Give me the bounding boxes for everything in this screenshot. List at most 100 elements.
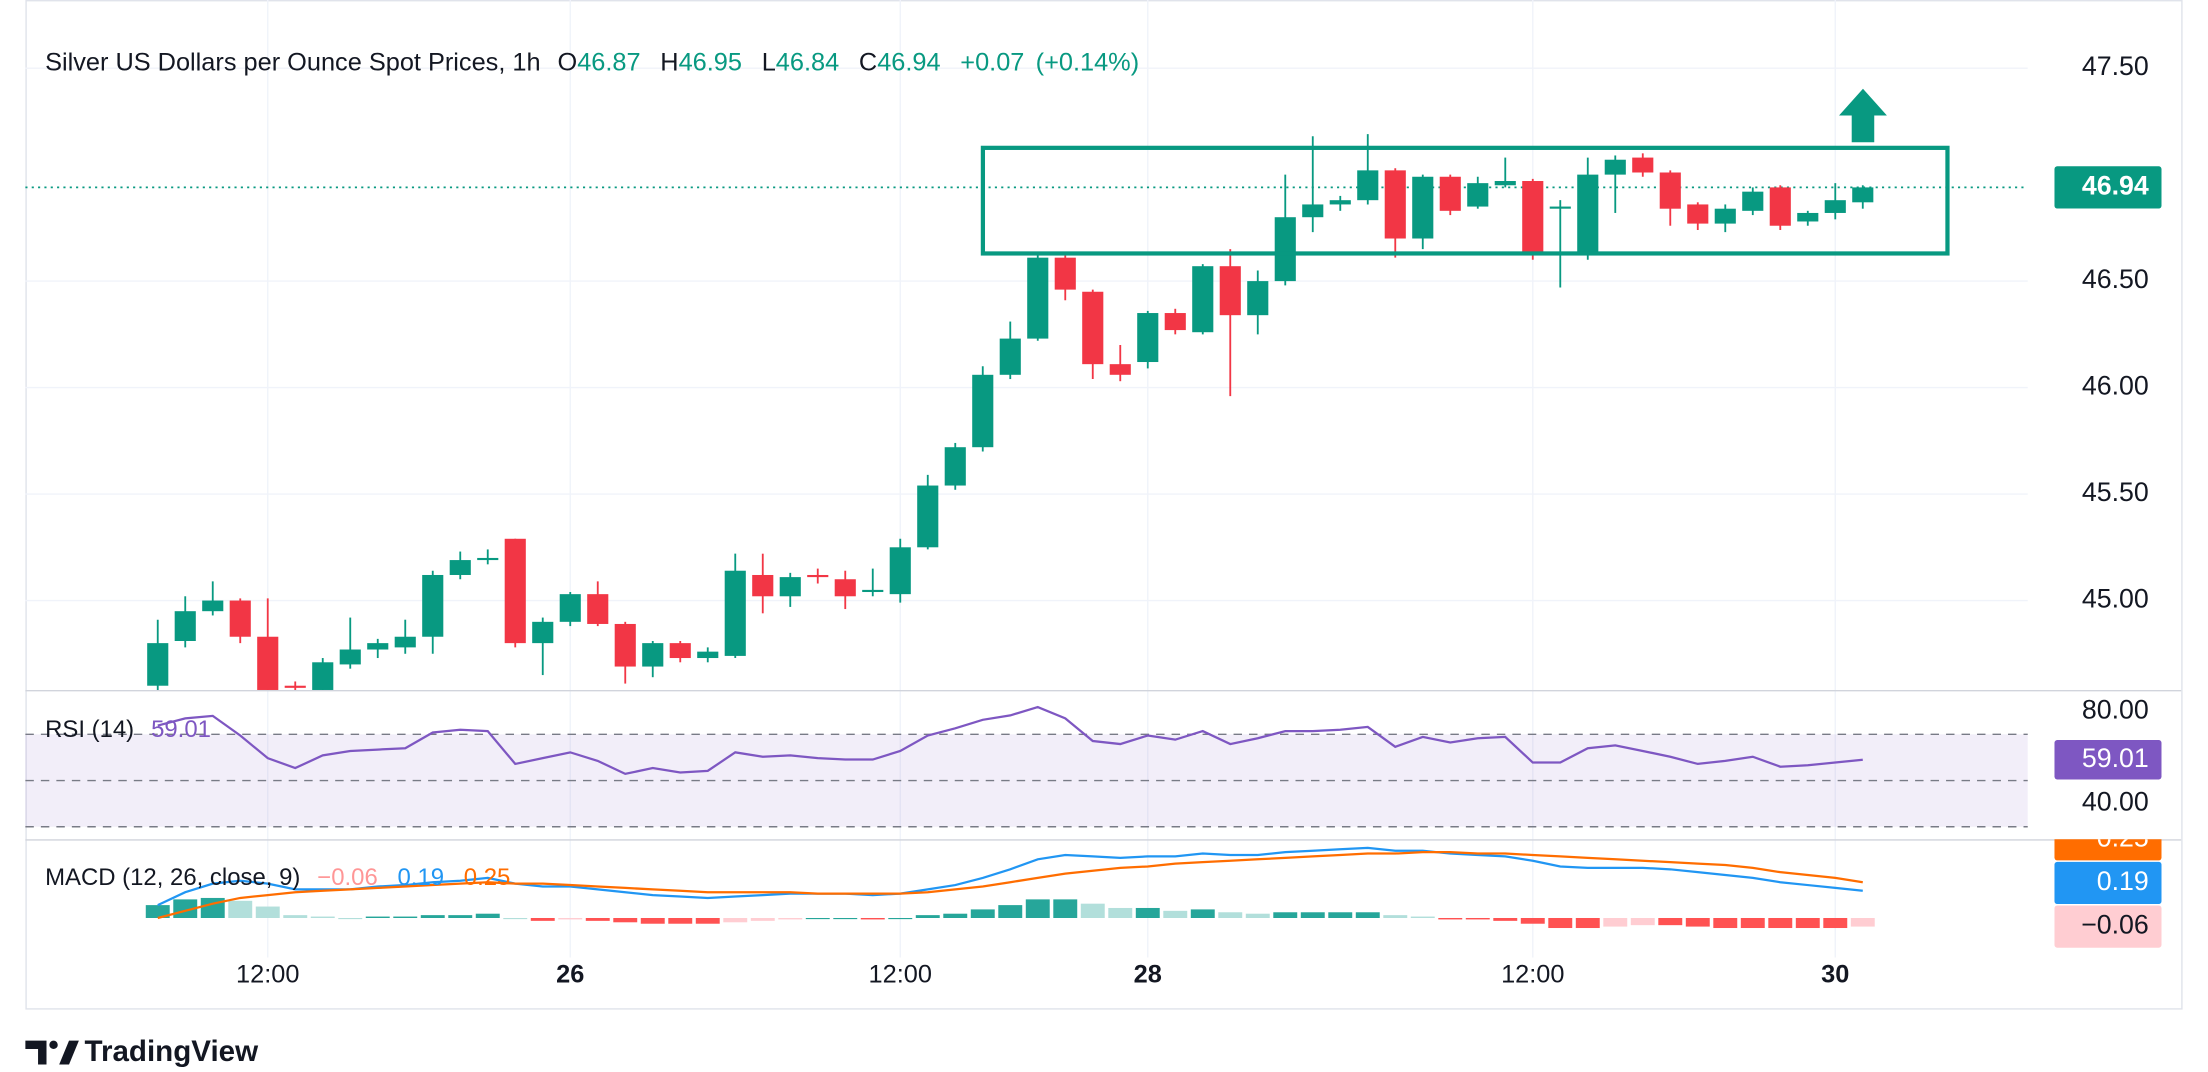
chart-frame [25,0,2183,1010]
rsi-tick-label: 80.00 [2082,694,2149,724]
macd-histogram-bar [640,917,665,924]
candle-body [532,621,554,644]
macd-histogram-bar [1630,917,1655,926]
macd-histogram-bar [613,917,638,923]
candle-body [779,577,801,597]
macd-histogram-bar [915,915,940,918]
macd-histogram-bar [1300,912,1325,918]
candle-body [229,600,251,637]
candle-body [614,623,636,667]
signal-legend-value: 0.25 [464,864,511,891]
candle-body [1219,266,1241,316]
candle-body [724,570,746,656]
rsi-value-label: 59.01 [2082,743,2149,773]
macd-histogram-bar [1053,899,1078,918]
change-value: +0.07 [960,48,1024,76]
candle-body [1329,200,1351,205]
candle-body [1027,257,1049,339]
macd-histogram-bar [1218,912,1243,918]
x-tick-label: 26 [556,961,584,989]
macd-legend-name: MACD (12, 26, close, 9) [45,864,300,891]
brand-name: TradingView [85,1035,260,1068]
candle-body [1164,313,1186,331]
change-percent: (+0.14%) [1036,48,1139,76]
candle-body [339,649,361,665]
macd-axis: −0.06 0.19 0.25 [2054,839,2162,948]
signal-line [157,850,1863,920]
candle-body [889,547,911,595]
macd-histogram-bar [255,906,280,918]
macd-histogram-bar [1383,915,1408,918]
macd-histogram-bar [1658,917,1683,926]
candle-body [1687,204,1709,224]
macd-histogram-bar [1410,916,1435,918]
candle-body [834,579,856,597]
open-label: O [558,48,578,76]
macd-histogram-bar [998,905,1023,918]
macd-histogram-bar [338,917,363,920]
macd-legend-value: 0.19 [398,864,445,891]
macd-histogram-bar [310,916,335,918]
plot-layer [25,0,2028,958]
candle-body [1494,181,1516,186]
macd-histogram-bar [1135,907,1160,918]
brand-logo: TradingView [25,1035,259,1068]
candle-body [559,594,581,622]
macd-histogram-bar [1465,917,1490,920]
candle-body [367,643,389,650]
candle-body [1742,191,1764,211]
macd-histogram-bar [1548,917,1573,929]
y-tick-label: 45.00 [2082,584,2149,614]
candle-body [1054,257,1076,290]
macd-histogram-bar [1025,899,1050,918]
candle-body [449,560,471,575]
macd-histogram-bar [448,915,473,918]
macd-histogram-bar [365,916,390,918]
y-tick-label: 46.50 [2082,264,2149,294]
macd-histogram-bar [558,917,583,920]
candle-body [1577,174,1599,254]
macd-histogram-bar [1713,917,1738,929]
chart-title: Silver US Dollars per Ounce Spot Prices,… [45,48,541,76]
macd-histogram-bar [585,917,610,921]
candle-body [862,589,884,593]
candle-body [1659,172,1681,209]
candle-body [1852,187,1874,203]
candle-body [1632,157,1654,173]
logo-mark [49,1040,58,1050]
candle-body [1467,183,1489,207]
macd-value-label: 0.19 [2097,866,2149,896]
macd-histogram-bar [1245,913,1270,918]
candle-body [1109,364,1131,375]
x-tick-label: 30 [1821,961,1849,989]
macd-histogram-bar [833,917,858,920]
y-tick-label: 47.50 [2082,51,2149,81]
candle-body [1797,212,1819,222]
macd-line [157,846,1863,907]
label-layer: 45.00 45.50 46.00 46.50 47.50 12:00 26 12:00 28 1… [45,51,2162,989]
macd-histogram-bar [750,917,775,921]
low-label: L [762,48,776,76]
breakout-arrow [1839,88,1887,143]
signal-value-box [2054,839,2162,861]
macd-value-box [2054,861,2162,905]
macd-histogram-bar [1355,912,1380,918]
candle-body [1357,170,1379,201]
candle-body [642,643,664,667]
macd-histogram-bar [1108,907,1133,918]
macd-histogram-bar [943,913,968,918]
histogram-legend-value: −0.06 [317,864,378,891]
candle-body [257,636,279,690]
macd-histogram-bar [1603,917,1628,927]
range-box [980,145,1950,256]
y-tick-label: 46.00 [2082,371,2149,401]
logo-mark [25,1040,47,1065]
candle-body [1412,176,1434,239]
macd-histogram-bar [888,917,913,920]
candle-body [147,643,169,686]
macd-histogram-bar [1795,917,1820,929]
open-value: 46.87 [577,48,640,76]
macd-histogram-bar [970,909,995,918]
